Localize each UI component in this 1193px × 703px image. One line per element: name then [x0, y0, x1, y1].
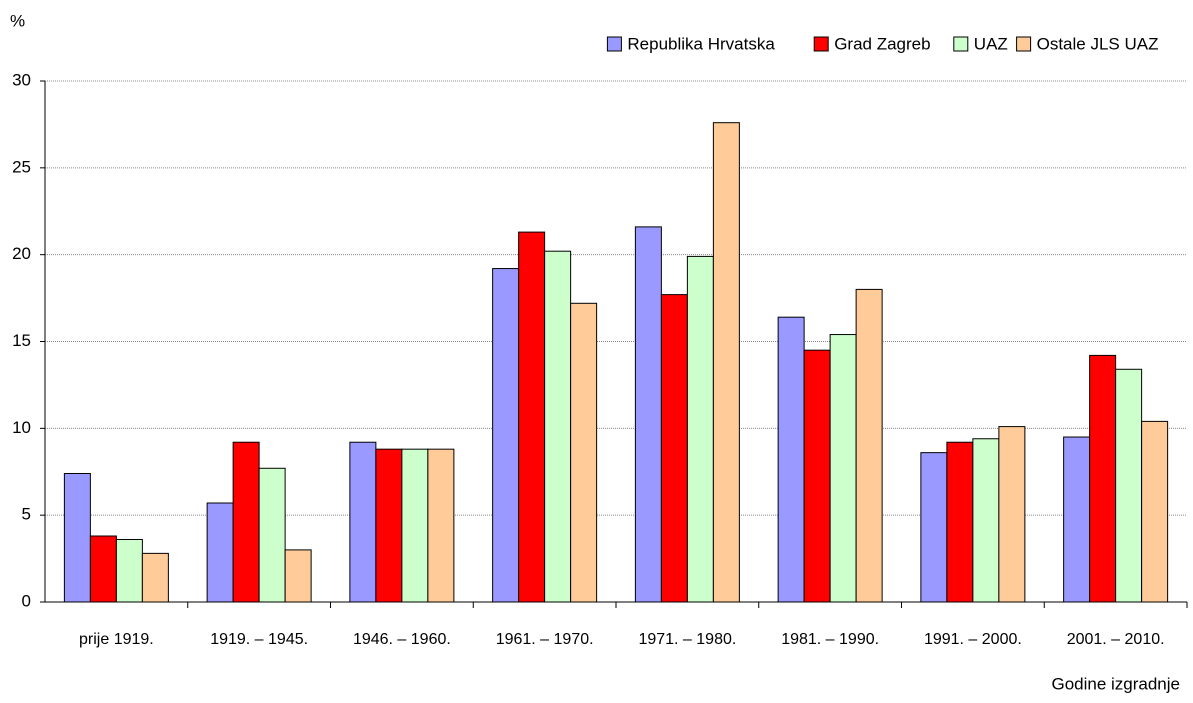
bar: [920, 452, 948, 603]
bar: [660, 294, 688, 603]
bar: [855, 288, 883, 603]
bar: [946, 441, 974, 603]
bar: [686, 255, 714, 603]
bar: [115, 538, 143, 603]
bar: [544, 250, 572, 603]
x-tick-label: 1981. – 1990.: [781, 631, 879, 648]
legend-label: Ostale JLS UAZ: [1037, 34, 1159, 53]
bar: [141, 552, 169, 603]
bar: [998, 426, 1026, 603]
bar: [972, 438, 1000, 603]
x-tick-label: 1946. – 1960.: [353, 631, 451, 648]
x-tick-label: prije 1919.: [79, 631, 154, 648]
bar: [232, 441, 260, 603]
legend-swatch: [813, 36, 829, 52]
legend-label: Grad Zagreb: [834, 34, 930, 53]
legend-label: UAZ: [974, 34, 1008, 53]
x-tick-label: 1971. – 1980.: [638, 631, 736, 648]
bar: [284, 549, 312, 603]
bar: [1141, 420, 1169, 603]
x-tick-label: 1961. – 1970.: [496, 631, 594, 648]
y-tick-label: 25: [12, 157, 31, 176]
y-tick-label: 10: [12, 418, 31, 437]
y-tick-label: 5: [22, 505, 31, 524]
bar: [349, 441, 377, 603]
bar: [634, 226, 662, 603]
legend-swatch: [1016, 36, 1032, 52]
y-tick-label: 0: [22, 591, 31, 610]
bar: [1063, 436, 1091, 603]
bar: [1089, 354, 1117, 603]
bar: [712, 122, 740, 603]
legend-swatch: [953, 36, 969, 52]
bar: [401, 448, 429, 603]
bar: [492, 268, 520, 603]
y-axis-title: %: [10, 11, 25, 30]
legend-label: Republika Hrvatska: [627, 34, 775, 53]
bar: [803, 349, 831, 603]
bar: [89, 535, 117, 603]
bar: [427, 448, 455, 603]
x-tick-label: 2001. – 2010.: [1067, 631, 1165, 648]
bar: [829, 334, 857, 603]
bar: [375, 448, 403, 603]
x-tick-label: 1919. – 1945.: [210, 631, 308, 648]
bar: [518, 231, 546, 603]
bar: [777, 316, 805, 603]
bar: [206, 502, 234, 603]
y-tick-label: 15: [12, 331, 31, 350]
x-tick-label: 1991. – 2000.: [924, 631, 1022, 648]
y-tick-label: 20: [12, 244, 31, 263]
y-tick-label: 30: [12, 70, 31, 89]
legend-swatch: [606, 36, 622, 52]
bar: [570, 302, 598, 603]
bar: [258, 467, 286, 603]
bar: [1115, 368, 1143, 603]
bar: [63, 472, 91, 603]
x-axis-title: Godine izgradnje: [1051, 674, 1180, 693]
